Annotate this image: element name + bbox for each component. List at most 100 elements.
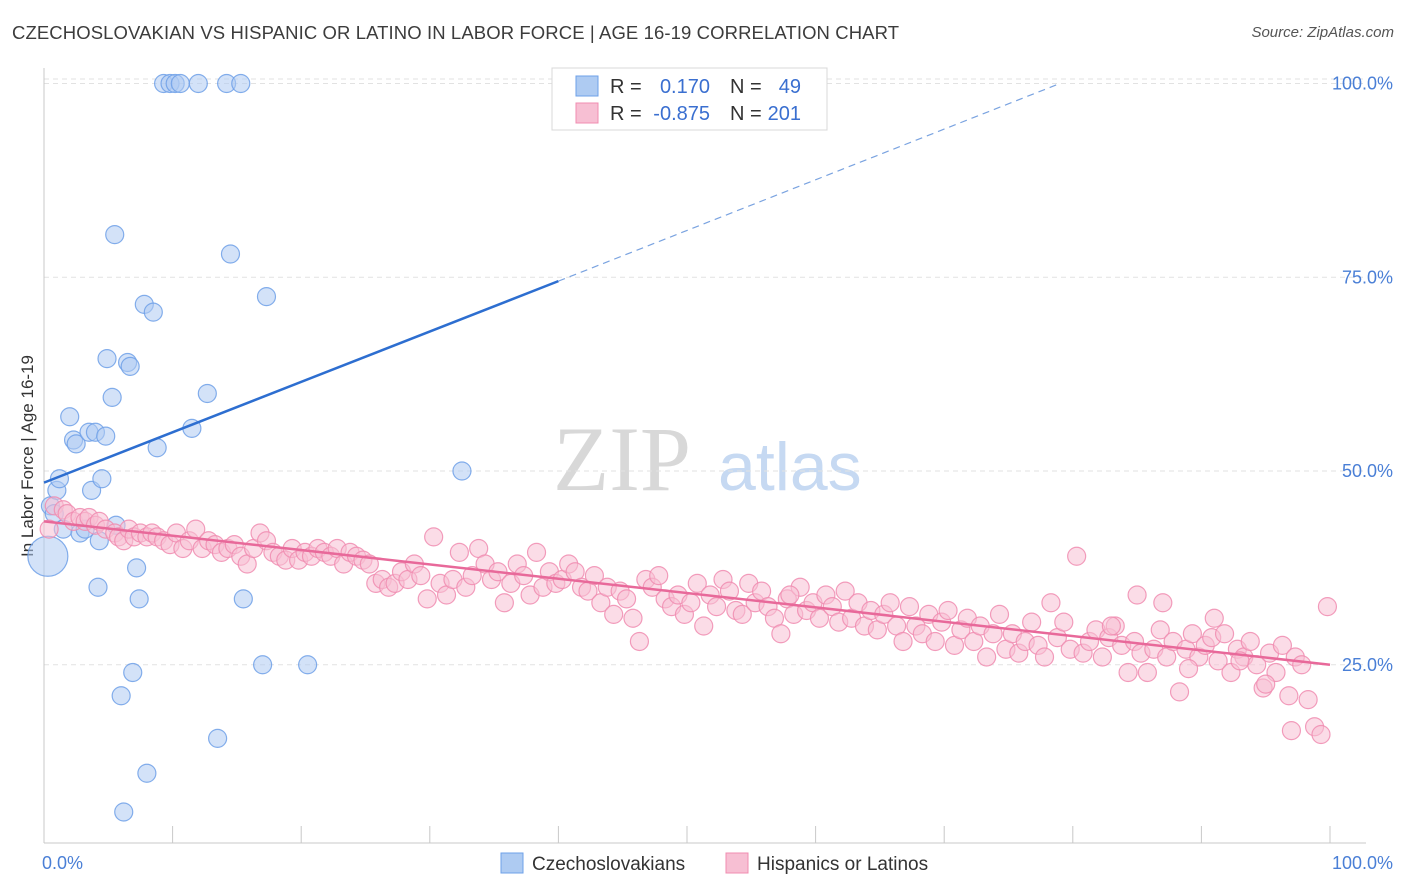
legend-n-value-2: 201 [768, 103, 801, 125]
point-czechoslovakian-17 [96, 426, 116, 446]
point-hispanic-180 [1182, 624, 1202, 644]
point-hispanic-106 [706, 597, 727, 617]
trend-line-czechoslovakians-extension [558, 82, 1061, 282]
point-czechoslovakian-30 [137, 763, 157, 783]
trend-lines [43, 82, 1331, 666]
point-hispanic-0 [39, 519, 59, 539]
point-hispanic-203 [1256, 674, 1276, 694]
point-czechoslovakian-18 [97, 349, 117, 369]
point-hispanic-92 [616, 589, 637, 609]
bottom-legend-swatch-czechoslovakians [500, 852, 524, 874]
point-hispanic-195 [1279, 686, 1299, 706]
point-hispanic-133 [880, 593, 900, 613]
point-czechoslovakian-16 [92, 469, 112, 489]
watermark-atlas: atlas [718, 429, 862, 505]
hispanic-points [39, 496, 1338, 745]
point-hispanic-148 [977, 647, 997, 667]
point-hispanic-175 [1150, 620, 1170, 640]
trend-line-czechoslovakians [43, 279, 559, 484]
point-czechoslovakian-47 [298, 655, 318, 675]
point-hispanic-178 [1169, 682, 1190, 702]
point-hispanic-206 [1178, 659, 1199, 679]
legend-n-label-1: N = [730, 76, 762, 98]
point-czechoslovakian-23 [114, 802, 134, 822]
point-hispanic-136 [899, 597, 920, 617]
bottom-legend-label-czechoslovakians: Czechoslovakians [532, 854, 685, 875]
point-czechoslovakian-26 [123, 662, 143, 683]
point-hispanic-68 [462, 566, 482, 586]
point-czechoslovakian-48 [452, 461, 472, 481]
x-tick-label-min: 0.0% [42, 853, 83, 873]
point-hispanic-207 [1153, 593, 1173, 613]
point-hispanic-158 [1041, 593, 1061, 613]
gridlines [44, 78, 1366, 666]
point-czechoslovakian-39 [197, 383, 217, 404]
point-czechoslovakian-31 [143, 302, 163, 322]
point-czechoslovakian-14 [88, 577, 108, 597]
point-czechoslovakian-36 [170, 73, 190, 94]
y-axis-label: In Labor Force | Age 16-19 [18, 355, 37, 557]
y-tick-label-0: 100.0% [1332, 74, 1393, 94]
legend-r-value-2: -0.875 [653, 103, 710, 125]
point-hispanic-116 [771, 624, 791, 644]
point-czechoslovakian-27 [126, 558, 147, 578]
point-hispanic-140 [925, 631, 945, 652]
point-hispanic-126 [835, 581, 855, 601]
trend-line-hispanics [43, 520, 1331, 666]
point-czechoslovakian-44 [233, 589, 253, 609]
bottom-legend-swatch-hispanics [725, 852, 749, 874]
point-hispanic-61 [417, 589, 437, 609]
point-hispanic-52 [359, 554, 379, 574]
x-tick-label-max: 100.0% [1332, 853, 1393, 873]
y-tick-label-1: 75.0% [1342, 267, 1393, 287]
point-czechoslovakian-22 [111, 686, 131, 706]
point-hispanic-62 [424, 527, 444, 547]
chart-title: CZECHOSLOVAKIAN VS HISPANIC OR LATINO IN… [12, 22, 900, 43]
point-hispanic-104 [694, 616, 714, 636]
point-hispanic-135 [893, 631, 913, 652]
point-hispanic-185 [1214, 624, 1235, 644]
point-hispanic-73 [494, 593, 514, 613]
watermark: ZIP atlas [553, 408, 862, 510]
point-hispanic-205 [1204, 608, 1224, 628]
point-hispanic-93 [623, 608, 643, 628]
point-hispanic-173 [1137, 662, 1157, 683]
point-hispanic-66 [449, 542, 469, 562]
legend-r-label-1: R = [610, 76, 642, 98]
point-hispanic-102 [681, 593, 701, 613]
point-czechoslovakian-0 [27, 535, 69, 577]
point-hispanic-194 [1272, 635, 1293, 655]
point-hispanic-87 [584, 566, 605, 586]
legend-r-value-1: 0.170 [660, 76, 710, 98]
point-hispanic-108 [719, 581, 740, 601]
point-hispanic-198 [1298, 690, 1318, 710]
point-hispanic-78 [526, 542, 547, 562]
legend-n-label-2: N = [730, 103, 762, 125]
point-hispanic-122 [809, 608, 830, 628]
point-hispanic-202 [1281, 721, 1302, 741]
legend-swatch-hispanics [575, 102, 599, 124]
point-czechoslovakian-6 [60, 407, 80, 427]
point-hispanic-94 [629, 631, 650, 652]
point-hispanic-200 [1311, 724, 1331, 745]
y-tick-labels: 100.0% 75.0% 50.0% 25.0% [1332, 74, 1393, 675]
point-hispanic-149 [983, 624, 1003, 644]
point-hispanic-90 [604, 604, 624, 624]
point-czechoslovakian-40 [208, 728, 228, 748]
point-hispanic-110 [732, 604, 752, 624]
legend: R = 0.170 N = 49 R = -0.875 N = 201 [551, 67, 828, 131]
point-czechoslovakian-20 [105, 225, 125, 245]
point-hispanic-197 [1292, 655, 1312, 675]
watermark-zip: ZIP [553, 408, 691, 510]
legend-n-value-1: 49 [779, 76, 801, 98]
legend-swatch-czechoslovakians [575, 75, 599, 97]
x-tick-marks [43, 826, 1331, 843]
point-czechoslovakian-45 [253, 655, 273, 675]
point-hispanic-142 [938, 600, 958, 621]
point-hispanic-160 [1054, 612, 1074, 632]
czechoslovakian-points [27, 73, 472, 822]
point-hispanic-60 [411, 566, 431, 586]
point-czechoslovakian-25 [120, 356, 140, 376]
point-hispanic-189 [1240, 631, 1260, 652]
